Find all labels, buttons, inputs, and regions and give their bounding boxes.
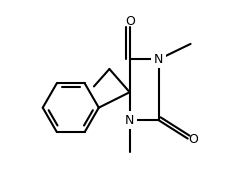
Text: N: N bbox=[154, 53, 163, 66]
Text: N: N bbox=[125, 114, 134, 127]
Text: O: O bbox=[125, 15, 135, 28]
Text: O: O bbox=[189, 133, 198, 146]
